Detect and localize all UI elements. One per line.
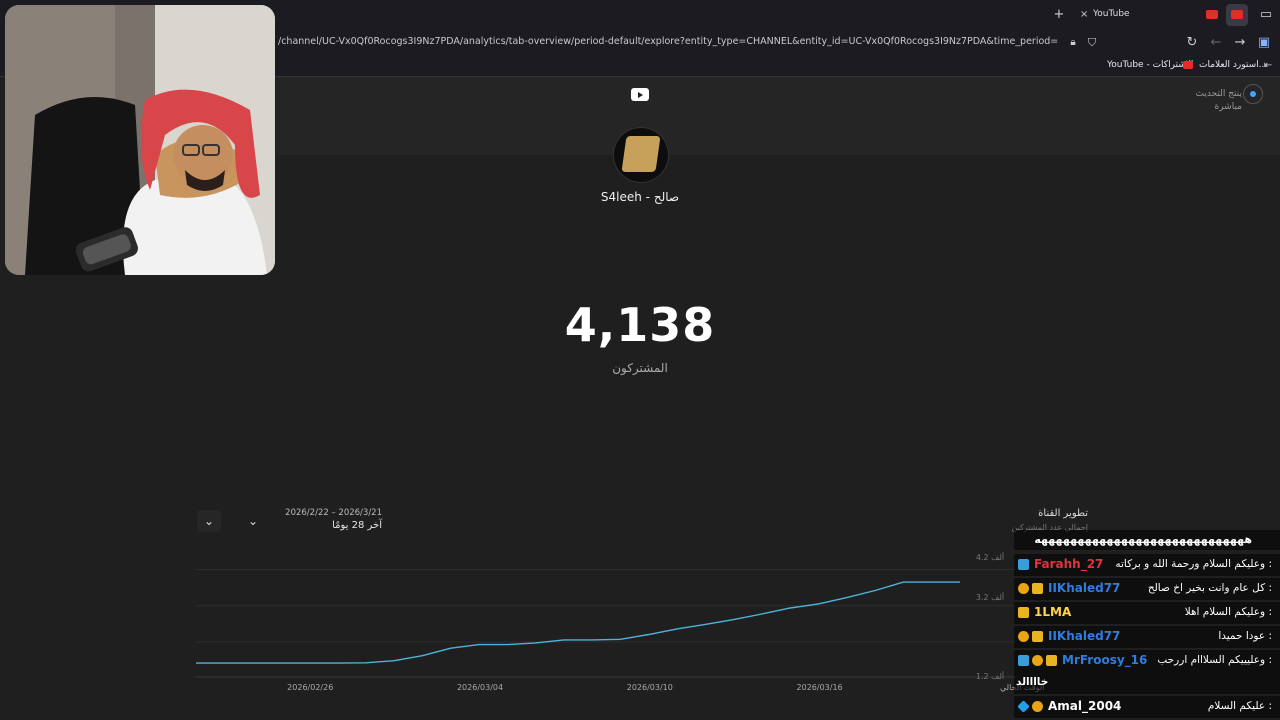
crown-badge-icon [1032, 631, 1043, 642]
youtube-logo-icon[interactable] [631, 88, 649, 101]
url-text[interactable]: /channel/UC-Vx0Qf0Rocogs3I9Nz7PDA/analyt… [278, 36, 1058, 47]
x-tick-label: 2026/02/26 [287, 683, 334, 692]
chat-header-text: هههههههههههههههههههههههههههههه [1034, 533, 1252, 546]
bookmark-youtube-icon [1183, 61, 1193, 69]
chat-badges [1017, 700, 1043, 713]
chat-username[interactable]: Farahh_27 [1034, 557, 1104, 571]
tab-title: YouTube [1093, 9, 1130, 19]
one-badge-icon [1018, 583, 1029, 594]
chat-message: MrFroosy_16 وعليييكم السلااام اررحب : [1014, 650, 1280, 672]
star-badge-icon [1018, 655, 1029, 666]
subscriber-series-line [196, 581, 960, 664]
crown-badge-icon [1032, 583, 1043, 594]
chat-header-line: هههههههههههههههههههههههههههههه [1014, 530, 1280, 550]
chat-username[interactable]: Amal_2004 [1048, 699, 1122, 713]
youtube-tab-icon[interactable] [1206, 10, 1218, 19]
period-dropdown-chevron-icon[interactable]: ⌄ [247, 514, 259, 528]
chat-message: 1LMA وعليكم السلام اهلا : [1014, 602, 1280, 624]
period-range[interactable]: 2026/2/22 – 2026/3/21 [285, 508, 382, 518]
channel-name: S4leeh - صالح [600, 190, 680, 204]
expand-chevron-icon[interactable]: ⌄ [197, 510, 221, 532]
x-tick-label: 2026/03/04 [456, 683, 504, 692]
chat-username[interactable]: MrFroosy_16 [1062, 653, 1148, 667]
lock-icon[interactable]: 🔒︎ [1070, 37, 1076, 48]
y-tick-label: 3.2 ألف [976, 592, 1004, 602]
subscriber-label: المشتركون [612, 361, 668, 375]
period-label[interactable]: آخر 28 يومًا [332, 520, 382, 531]
chat-text: وعليكم السلام ورحمة الله و بركاته : [1115, 558, 1272, 570]
chat-text: كل عام وانت بخير اخ صالح : [1147, 582, 1272, 594]
youtube-active-tab-icon[interactable] [1226, 4, 1248, 26]
chat-badges [1018, 655, 1057, 666]
chart-title: تطوير القناة [1038, 508, 1088, 519]
one-badge-icon [1032, 701, 1043, 712]
channel-avatar[interactable] [613, 127, 669, 183]
chat-message: Farahh_27 وعليكم السلام ورحمة الله و بركا… [1014, 554, 1280, 576]
chat-badges [1018, 559, 1029, 570]
bookmarks-bar [0, 56, 1280, 77]
y-tick-label: 4.2 ألف [976, 552, 1004, 562]
crown-badge-icon [1046, 655, 1057, 666]
chat-message: IIKhaled77 عودا حميدا : [1014, 626, 1280, 648]
x-tick-label: 2026/03/10 [626, 683, 673, 692]
x-tick-label: 2026/03/16 [796, 683, 843, 692]
y-tick-label: 1.2 ألف [976, 671, 1004, 680]
cube-badge-icon [1017, 700, 1030, 713]
new-tab-button[interactable]: + [1053, 7, 1065, 22]
import-icon[interactable]: ⇤ [1263, 60, 1273, 71]
bookmark-import[interactable]: استورد العلامات... [1199, 60, 1268, 70]
chat-overlay: هههههههههههههههههههههههههههههه Farahh_27… [1014, 530, 1280, 720]
sidebar-icon[interactable]: ▣ [1257, 35, 1271, 50]
tab-list-icon[interactable]: ▭ [1259, 7, 1273, 22]
channel-header [276, 77, 1280, 155]
chat-text: عودا حميدا : [1218, 630, 1272, 642]
bookmark-subscriptions[interactable]: YouTube - الاشتراكات [1107, 60, 1194, 70]
chart-subtitle: إجمالي عدد المشتركين [1011, 523, 1088, 532]
chat-username[interactable]: 1LMA [1034, 605, 1072, 619]
shield-icon[interactable]: ⛉ [1087, 36, 1097, 49]
one-badge-icon [1018, 631, 1029, 642]
subscriber-count: 4,138 [564, 298, 716, 352]
forward-icon[interactable]: → [1234, 35, 1246, 50]
chat-badges [1018, 583, 1043, 594]
chat-badges [1018, 607, 1029, 618]
reload-icon[interactable]: ↻ [1186, 35, 1198, 50]
chat-username[interactable]: IIKhaled77 [1048, 581, 1121, 595]
chat-badges [1018, 631, 1043, 642]
chat-text: وعليييكم السلااام اررحب : [1157, 654, 1272, 666]
live-status-icon [1243, 84, 1263, 104]
chat-message: خاااالد [1014, 672, 1280, 694]
chat-username[interactable]: IIKhaled77 [1048, 629, 1121, 643]
one-badge-icon [1032, 655, 1043, 666]
chat-message: IIKhaled77 كل عام وانت بخير اخ صالح : [1014, 578, 1280, 600]
webcam-overlay [5, 5, 275, 275]
tab-close-icon[interactable]: × [1080, 9, 1089, 20]
subscriber-line-chart: 4.2 ألف 3.2 ألف 1.2 ألف [196, 552, 1016, 680]
back-icon[interactable]: ← [1210, 35, 1222, 50]
live-status-text: ينتج التحديث مباشرة [1195, 89, 1242, 112]
chat-message: Amal_2004 عليكم السلام : [1014, 696, 1280, 718]
star-badge-icon [1018, 559, 1029, 570]
crown-badge-icon [1018, 607, 1029, 618]
chat-text: وعليكم السلام اهلا : [1184, 606, 1272, 618]
chat-text: عليكم السلام : [1207, 700, 1272, 712]
chat-text: خاااالد [1016, 676, 1049, 688]
